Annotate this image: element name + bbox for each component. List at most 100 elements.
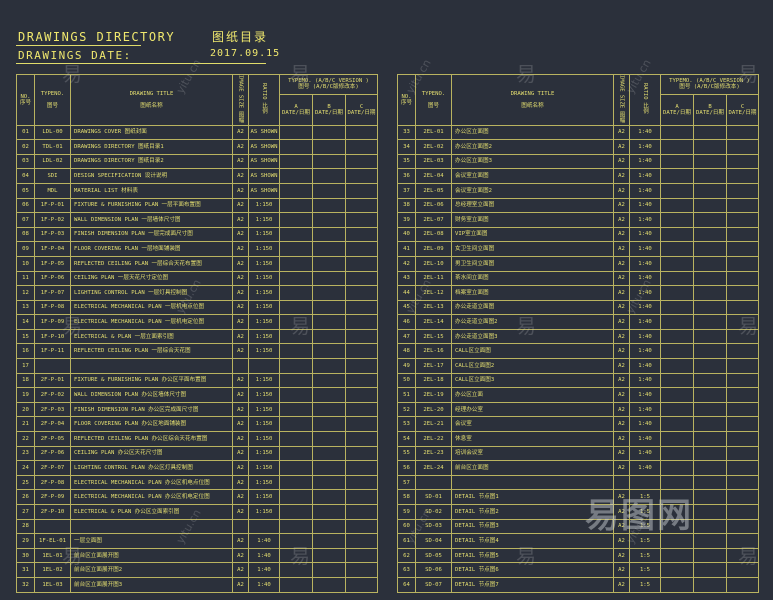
cell-ratio: 1:5 [629, 547, 661, 564]
cell-rev-a [660, 197, 694, 214]
cell-rev-b [312, 270, 346, 287]
cell-typeno: 2EL-05 [415, 182, 452, 199]
table-row: 13 1F-P-08 ELECTRICAL MECHANICAL PLAN 一层机电… [16, 299, 379, 316]
cell-ratio: AS SHOWN [248, 139, 280, 155]
cell-no: 10 [16, 255, 35, 272]
cell-rev-b [312, 139, 346, 155]
cell-size: A2 [613, 562, 630, 578]
table-row: 15 1F-P-10 ELECTRICAL & PLAN 一层立面索引图 A2 1:15… [16, 328, 379, 345]
cell-title: LIGHTING CONTROL PLAN 一层灯具控制图 [70, 285, 233, 301]
cell-title: DRAWINGS COVER 图纸封面 [70, 124, 233, 141]
cell-typeno [415, 474, 452, 491]
cell-no: 43 [397, 270, 416, 287]
cell-rev-b [312, 416, 346, 433]
cell-rev-b [312, 460, 346, 476]
cell-size: A2 [613, 343, 630, 360]
cell-typeno: 1F-P-04 [34, 241, 71, 257]
cell-size: A2 [232, 270, 249, 287]
table-row: 56 2EL-24 前台区立面图 A2 1:40 [397, 460, 760, 476]
cell-title: FIXTURE & FURNISHING PLAN 办公区平面布置图 [70, 372, 233, 389]
cell-size: A2 [613, 299, 630, 316]
table-row: 07 1F-P-02 WALL DIMENSION PLAN 一层墙体尺寸图 A2 1:… [16, 212, 379, 228]
cell-ratio: 1:150 [248, 314, 280, 330]
cell-typeno [34, 358, 71, 374]
cell-no: 34 [397, 139, 416, 155]
cell-size: A2 [232, 562, 249, 578]
table-row: 59 SD-02 DETAIL 节点图2 A2 1:5 [397, 504, 760, 520]
cell-title: FINISH DIMENSION PLAN 一层完成面尺寸图 [70, 226, 233, 243]
cell-typeno [34, 518, 71, 535]
cell-ratio: AS SHOWN [248, 182, 280, 199]
table-row: 44 2EL-12 档案室立面图 A2 1:40 [397, 285, 760, 301]
table-row: 45 2EL-13 办公走道立面图 A2 1:40 [397, 299, 760, 316]
cell-rev-a [279, 314, 313, 330]
cell-typeno: 1F-P-05 [34, 255, 71, 272]
cell-no: 51 [397, 387, 416, 403]
cell-typeno: LDL-00 [34, 124, 71, 141]
cell-typeno: 2EL-04 [415, 168, 452, 184]
cell-rev-b [312, 533, 346, 549]
table-row: 49 2EL-17 CALL区立面图2 A2 1:40 [397, 358, 760, 374]
cell-no: 09 [16, 241, 35, 257]
cell-rev-b [693, 547, 727, 564]
col-title-header: DRAWING TITLE 图纸名称 [70, 74, 233, 126]
col-b-header: B DATE/日期 [312, 93, 346, 126]
cell-rev-c [725, 576, 760, 593]
table-row: 61 SD-04 DETAIL 节点图4 A2 1:5 [397, 533, 760, 549]
cell-rev-b [693, 445, 727, 462]
cell-rev-c [725, 474, 760, 491]
col-a-header: A DATE/日期 [660, 93, 694, 126]
cell-ratio: 1:150 [248, 343, 280, 360]
cell-no: 50 [397, 372, 416, 389]
cell-size [232, 358, 249, 374]
table-row: 18 2F-P-01 FIXTURE & FURNISHING PLAN 办公区平面… [16, 372, 379, 389]
cell-rev-c [344, 474, 379, 491]
cell-typeno: 2EL-06 [415, 197, 452, 214]
cell-rev-c [344, 270, 379, 287]
cell-rev-b [312, 401, 346, 418]
col-title-header: DRAWING TITLE 图纸名称 [451, 74, 614, 126]
cell-no: 17 [16, 358, 35, 374]
cell-size: A2 [232, 460, 249, 476]
cell-rev-c [344, 504, 379, 520]
cell-title: 总经理室立面图 [451, 197, 614, 214]
cell-rev-b [693, 182, 727, 199]
cell-typeno: 2EL-03 [415, 153, 452, 170]
cell-rev-a [279, 255, 313, 272]
cell-title: 办公区立面图3 [451, 153, 614, 170]
cell-size: A2 [232, 168, 249, 184]
cell-title: 茶水间立面图 [451, 270, 614, 287]
cell-no: 01 [16, 124, 35, 141]
cell-title: 男卫生间立面图 [451, 255, 614, 272]
cell-typeno: 2F-P-09 [34, 489, 71, 506]
cell-title [70, 518, 233, 535]
cell-ratio: 1:150 [248, 401, 280, 418]
cell-rev-a [279, 401, 313, 418]
cell-no: 12 [16, 285, 35, 301]
cell-typeno: 2EL-16 [415, 343, 452, 360]
table-row: 46 2EL-14 办公走道立面图2 A2 1:40 [397, 314, 760, 330]
cell-rev-c [725, 139, 760, 155]
cell-no: 19 [16, 387, 35, 403]
cell-no: 54 [397, 431, 416, 447]
cell-title: FLOOR COVERING PLAN 办公区地面铺装图 [70, 416, 233, 433]
cell-ratio: 1:150 [248, 270, 280, 287]
cell-no: 04 [16, 168, 35, 184]
directory-title-cn: 图纸目录 [212, 30, 269, 44]
cell-no: 48 [397, 343, 416, 360]
table-row: 05 MDL MATERIAL LIST 材料表 A2 AS SHOWN [16, 182, 379, 199]
cell-rev-a [279, 474, 313, 491]
cell-ratio: 1:150 [248, 285, 280, 301]
cell-rev-b [312, 328, 346, 345]
cell-rev-c [344, 226, 379, 243]
table-row: 48 2EL-16 CALL区立面图 A2 1:40 [397, 343, 760, 360]
cell-rev-a [279, 372, 313, 389]
cell-rev-c [725, 504, 760, 520]
cell-rev-a [279, 270, 313, 287]
cell-size: A2 [232, 401, 249, 418]
cell-no: 40 [397, 226, 416, 243]
cell-title: 培训会议室 [451, 445, 614, 462]
cell-no: 29 [16, 533, 35, 549]
table-row: 32 1EL-03 前台区立面展开图3 A2 1:40 [16, 576, 379, 593]
table-row: 01 LDL-00 DRAWINGS COVER 图纸封面 A2 AS SHOWN [16, 124, 379, 141]
